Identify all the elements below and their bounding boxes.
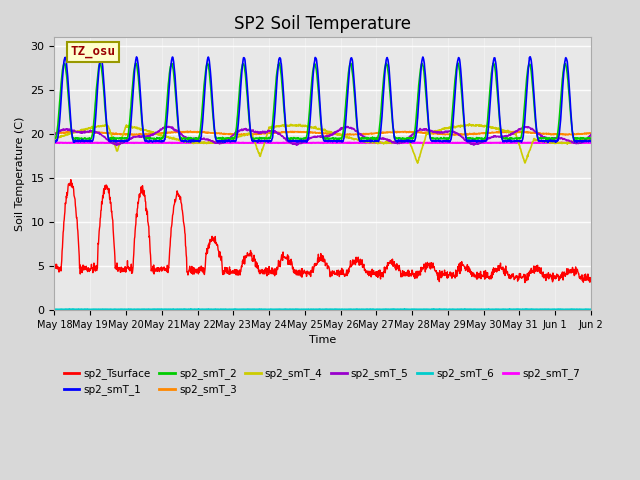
sp2_smT_1 [526,54,534,60]
sp2_smT_2 [51,135,58,141]
sp2_smT_5 [581,137,589,143]
sp2_smT_6 [134,307,142,312]
sp2_smT_2 [444,137,452,143]
sp2_smT_6 [244,307,252,312]
sp2_smT_3 [450,132,458,137]
sp2_smT_7 [450,140,458,146]
sp2_smT_3 [581,131,589,137]
sp2_smT_4 [581,137,589,143]
sp2_smT_6 [529,307,536,312]
sp2_smT_2 [298,136,306,142]
Line: sp2_smT_4: sp2_smT_4 [54,124,591,163]
Legend: sp2_Tsurface, sp2_smT_1, sp2_smT_2, sp2_smT_3, sp2_smT_4, sp2_smT_5, sp2_smT_6, : sp2_Tsurface, sp2_smT_1, sp2_smT_2, sp2_… [60,364,584,399]
sp2_smT_1 [449,117,457,122]
sp2_smT_7 [255,140,263,145]
sp2_smT_5 [113,143,120,148]
sp2_smT_4 [414,160,422,166]
sp2_smT_4 [134,125,142,131]
Line: sp2_smT_3: sp2_smT_3 [54,131,591,135]
sp2_smT_7 [200,140,208,146]
sp2_smT_6 [51,307,58,312]
sp2_smT_3 [588,130,595,136]
sp2_smT_3 [186,128,194,134]
Y-axis label: Soil Temperature (C): Soil Temperature (C) [15,117,25,231]
sp2_smT_7 [529,140,536,146]
sp2_smT_1 [529,68,536,73]
sp2_smT_4 [51,135,58,141]
Line: sp2_smT_1: sp2_smT_1 [54,57,591,143]
sp2_Tsurface [521,280,529,286]
sp2_smT_5 [529,126,536,132]
sp2_smT_1 [588,137,595,143]
sp2_smT_4 [529,139,536,145]
sp2_smT_6 [581,307,589,312]
sp2_smT_7 [299,140,307,146]
sp2_smT_6 [450,307,458,312]
sp2_smT_2 [134,73,142,79]
sp2_smT_7 [588,140,595,146]
sp2_smT_6 [389,306,397,312]
Text: TZ_osu: TZ_osu [70,46,115,59]
sp2_smT_1 [581,139,589,144]
sp2_smT_6 [299,307,307,312]
sp2_smT_5 [299,139,307,145]
sp2_smT_2 [449,99,457,105]
sp2_smT_1 [51,138,58,144]
Line: sp2_smT_6: sp2_smT_6 [54,309,591,310]
sp2_smT_7 [581,140,589,146]
sp2_smT_7 [134,140,142,146]
sp2_smT_2 [308,72,316,78]
Line: sp2_smT_2: sp2_smT_2 [54,63,591,140]
sp2_smT_5 [135,133,143,139]
sp2_smT_6 [588,307,595,312]
sp2_Tsurface [299,269,307,275]
sp2_smT_3 [309,130,317,136]
sp2_Tsurface [51,264,58,269]
sp2_smT_2 [529,79,536,85]
sp2_smT_7 [51,140,58,146]
sp2_smT_4 [308,125,316,131]
sp2_smT_1 [309,78,317,84]
sp2_Tsurface [449,270,457,276]
sp2_Tsurface [135,197,143,203]
sp2_Tsurface [581,274,589,280]
sp2_Tsurface [67,177,75,182]
sp2_smT_5 [165,123,173,129]
sp2_smT_4 [588,136,595,142]
sp2_smT_5 [309,134,317,140]
sp2_smT_1 [299,139,307,144]
sp2_smT_2 [581,136,589,142]
sp2_smT_3 [51,130,58,136]
sp2_smT_7 [309,140,317,146]
sp2_smT_3 [134,132,142,137]
sp2_smT_1 [134,63,142,69]
sp2_smT_4 [449,124,457,130]
Line: sp2_Tsurface: sp2_Tsurface [54,180,591,283]
sp2_smT_5 [588,132,595,137]
sp2_smT_6 [309,307,317,312]
sp2_smT_4 [298,124,306,130]
sp2_smT_2 [588,135,595,141]
Line: sp2_smT_5: sp2_smT_5 [54,126,591,145]
sp2_smT_2 [454,60,461,66]
Title: SP2 Soil Temperature: SP2 Soil Temperature [234,15,412,33]
sp2_smT_4 [465,121,473,127]
sp2_smT_5 [450,129,458,135]
X-axis label: Time: Time [309,335,337,345]
sp2_smT_3 [135,132,143,138]
sp2_smT_3 [529,130,536,136]
sp2_smT_3 [299,129,307,135]
sp2_Tsurface [309,264,317,270]
sp2_smT_5 [51,132,58,138]
sp2_Tsurface [529,270,536,276]
sp2_smT_1 [221,140,229,145]
sp2_Tsurface [588,279,595,285]
